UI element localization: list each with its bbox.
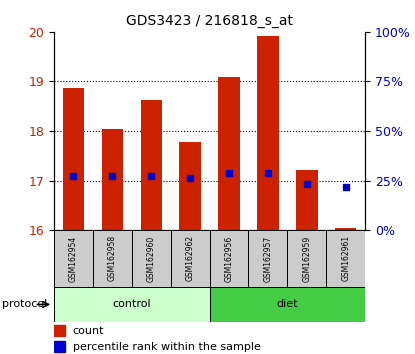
FancyBboxPatch shape [132,230,171,287]
FancyBboxPatch shape [287,230,326,287]
FancyBboxPatch shape [171,230,210,287]
Bar [63,88,84,230]
Bar [218,78,240,230]
FancyBboxPatch shape [93,230,132,287]
FancyBboxPatch shape [249,230,287,287]
Text: count: count [73,326,104,336]
FancyBboxPatch shape [326,230,365,287]
FancyBboxPatch shape [210,287,365,322]
Text: GSM162959: GSM162959 [303,235,311,281]
Bar [141,100,162,230]
Text: percentile rank within the sample: percentile rank within the sample [73,342,261,352]
Text: GSM162956: GSM162956 [225,235,234,281]
FancyBboxPatch shape [54,287,210,322]
Bar [296,170,317,230]
Text: GSM162957: GSM162957 [264,235,272,281]
FancyBboxPatch shape [54,230,93,287]
Text: GSM162960: GSM162960 [147,235,156,281]
Title: GDS3423 / 216818_s_at: GDS3423 / 216818_s_at [126,14,293,28]
Text: control: control [112,299,151,309]
FancyBboxPatch shape [210,230,249,287]
Bar [179,142,201,230]
Text: protocol: protocol [2,299,47,309]
Bar [54,325,65,336]
Text: diet: diet [277,299,298,309]
Bar [335,228,356,230]
Text: GSM162961: GSM162961 [341,235,350,281]
Bar [54,341,65,353]
Bar [102,130,123,230]
Bar [257,36,278,230]
Text: GSM162954: GSM162954 [69,235,78,281]
Text: GSM162962: GSM162962 [186,235,195,281]
Text: GSM162958: GSM162958 [108,235,117,281]
